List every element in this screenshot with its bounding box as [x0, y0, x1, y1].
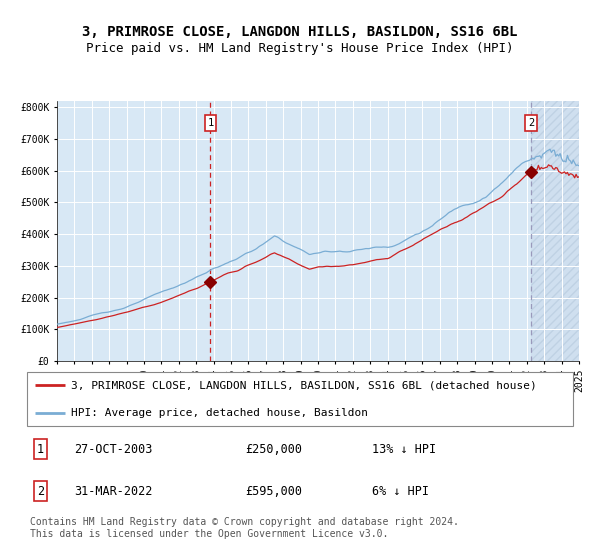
Text: HPI: Average price, detached house, Basildon: HPI: Average price, detached house, Basi… — [71, 408, 368, 418]
Text: 1: 1 — [37, 442, 44, 456]
Text: 2: 2 — [37, 485, 44, 498]
FancyBboxPatch shape — [27, 372, 573, 426]
Text: Contains HM Land Registry data © Crown copyright and database right 2024.
This d: Contains HM Land Registry data © Crown c… — [29, 517, 458, 539]
Text: 27-OCT-2003: 27-OCT-2003 — [74, 442, 152, 456]
Text: £250,000: £250,000 — [245, 442, 302, 456]
Text: 31-MAR-2022: 31-MAR-2022 — [74, 485, 152, 498]
Text: 6% ↓ HPI: 6% ↓ HPI — [372, 485, 429, 498]
Text: Price paid vs. HM Land Registry's House Price Index (HPI): Price paid vs. HM Land Registry's House … — [86, 42, 514, 55]
Bar — [531, 101, 579, 361]
Text: 3, PRIMROSE CLOSE, LANGDON HILLS, BASILDON, SS16 6BL: 3, PRIMROSE CLOSE, LANGDON HILLS, BASILD… — [82, 25, 518, 39]
Bar — [531, 101, 579, 361]
Text: 1: 1 — [208, 118, 214, 128]
Text: 13% ↓ HPI: 13% ↓ HPI — [372, 442, 436, 456]
Text: 2: 2 — [528, 118, 534, 128]
Text: 3, PRIMROSE CLOSE, LANGDON HILLS, BASILDON, SS16 6BL (detached house): 3, PRIMROSE CLOSE, LANGDON HILLS, BASILD… — [71, 380, 536, 390]
Text: £595,000: £595,000 — [245, 485, 302, 498]
